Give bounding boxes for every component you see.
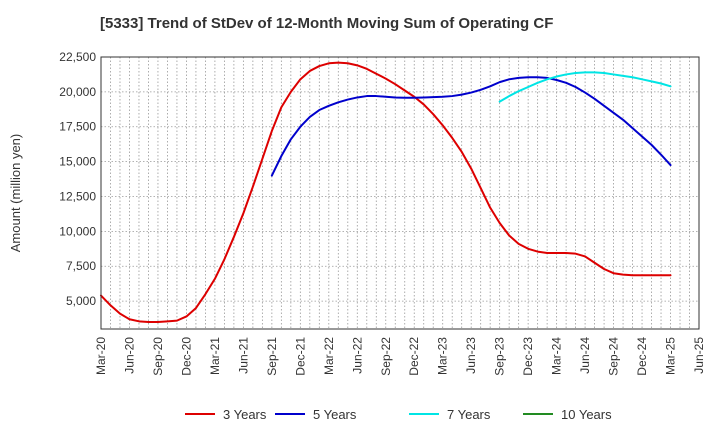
y-tick-label: 12,500 (59, 189, 96, 203)
legend-label: 10 Years (561, 407, 612, 422)
x-tick-label: Sep-21 (265, 337, 279, 376)
x-tick-label: Jun-22 (350, 337, 364, 374)
y-tick-label: 22,500 (59, 50, 96, 64)
series-layer (100, 61, 672, 324)
x-tick-label: Jun-25 (692, 337, 706, 374)
x-tick-label: Dec-22 (407, 337, 421, 376)
y-axis-label: Amount (million yen) (8, 134, 23, 253)
legend-label: 5 Years (313, 407, 357, 422)
x-tick-layer: Mar-20 Jun-20 Sep-20 Dec-20 Mar-21 Jun-21 Sep-… (94, 337, 706, 376)
y-tick-label: 15,000 (59, 155, 96, 169)
chart-title: [5333] Trend of StDev of 12-Month Moving… (100, 15, 553, 32)
x-tick-label: Dec-20 (179, 337, 193, 376)
x-tick-label: Dec-23 (521, 337, 535, 376)
x-tick-label: Jun-24 (578, 337, 592, 374)
x-tick-label: Mar-23 (436, 337, 450, 375)
x-tick-label: Sep-24 (607, 337, 621, 376)
x-tick-label: Dec-24 (635, 337, 649, 376)
x-tick-label: Jun-23 (464, 337, 478, 374)
x-tick-label: Mar-21 (208, 337, 222, 375)
legend-label: 7 Years (447, 407, 491, 422)
series-line-5-years (270, 76, 672, 177)
legend: 3 Years 5 Years 7 Years 10 Years (185, 407, 612, 422)
x-tick-label: Mar-24 (550, 337, 564, 375)
series-line-3-years (100, 61, 672, 324)
y-tick-label: 17,500 (59, 120, 96, 134)
series-line-7-years (498, 71, 672, 103)
legend-label: 3 Years (223, 407, 267, 422)
y-tick-label: 20,000 (59, 85, 96, 99)
x-tick-label: Sep-22 (379, 337, 393, 376)
y-tick-layer: 5,000 7,500 10,000 12,500 15,000 17,500 20,000… (59, 50, 96, 308)
x-tick-label: Sep-23 (493, 337, 507, 376)
plot-frame (100, 56, 700, 330)
x-tick-label: Sep-20 (151, 337, 165, 376)
x-tick-label: Jun-20 (122, 337, 136, 374)
x-tick-label: Mar-22 (322, 337, 336, 375)
y-tick-label: 10,000 (59, 224, 96, 238)
x-tick-label: Mar-20 (94, 337, 108, 375)
y-tick-label: 5,000 (66, 294, 96, 308)
x-tick-label: Dec-21 (293, 337, 307, 376)
x-tick-label: Mar-25 (664, 337, 678, 375)
y-tick-label: 7,500 (66, 259, 96, 273)
x-tick-label: Jun-21 (236, 337, 250, 374)
